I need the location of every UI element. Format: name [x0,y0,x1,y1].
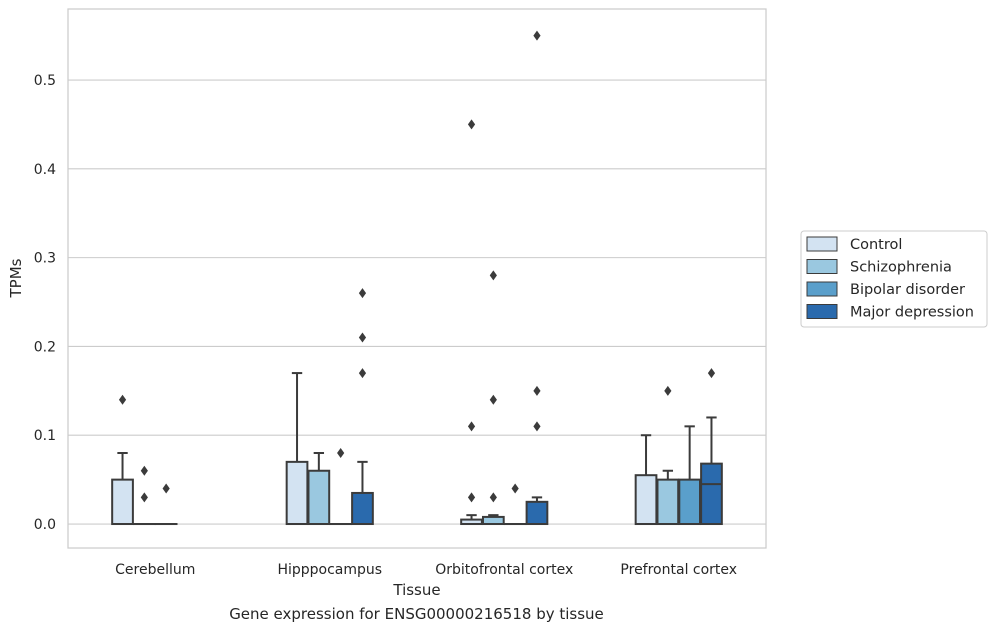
legend-label: Schizophrenia [850,260,952,276]
outlier-point [467,119,476,130]
outlier-point [162,483,170,494]
legend-frame [800,230,988,328]
outlier-point [358,288,367,299]
box [678,478,702,526]
y-tick-label: 0.3 [34,251,56,267]
x-axis-title: Tissue [392,581,440,599]
outlier-point [489,394,497,405]
box [111,478,134,526]
x-tick-labels: Cerebellum Hipppocampus Orbitofrontal cort… [115,562,737,578]
outlier-point [140,465,148,476]
grid-lines [68,79,766,525]
legend-label: Major depression [850,305,974,321]
series-bipolar-disorder [154,425,702,526]
outlier-point [358,332,367,343]
outlier-point [467,492,476,503]
box [307,469,331,526]
legend: Control Schizophrenia Bipolar disorder Majo… [800,230,988,328]
outlier-point [467,421,476,432]
box [481,515,505,526]
x-tick-label: Cerebellum [115,562,195,578]
x-tick-label: Hipppocampus [277,562,382,578]
outlier-point [337,447,345,458]
plot-frame [67,8,767,549]
legend-swatch [806,281,838,297]
legend-swatch [806,304,838,319]
outlier-point [140,492,148,503]
outlier-point [533,421,541,432]
x-tick-label: Orbitofrontal cortex [435,562,573,578]
series-major-depression [351,30,723,526]
series-control [111,119,658,526]
outlier-point [358,368,367,379]
legend-label: Bipolar disorder [850,282,965,298]
y-axis-title: TPMs [7,258,25,298]
box [700,462,723,526]
outlier-point [489,492,497,503]
outlier-point [511,483,519,494]
y-tick-label: 0.1 [34,428,56,444]
x-tick-label: Prefrontal cortex [620,562,737,578]
box [285,460,309,526]
series-schizophrenia [132,270,680,526]
legend-swatch [806,259,838,274]
y-tick-label: 0.2 [34,339,56,355]
y-tick-label: 0.0 [34,517,56,533]
outlier-point [118,394,127,405]
y-tick-label: 0.5 [34,73,56,89]
y-tick-label: 0.4 [34,162,56,178]
y-tick-labels: 0.0 0.1 0.2 0.3 0.4 0.5 [34,73,56,533]
legend-label: Control [850,237,902,253]
outlier-point [489,270,497,281]
outlier-point [664,385,672,396]
box-series [111,30,723,526]
figure-caption: Gene expression for ENSG00000216518 by t… [229,605,604,623]
box [656,478,680,526]
legend-swatch [806,236,838,252]
box [351,491,374,526]
outlier-point [533,30,541,41]
outlier-point [533,385,541,396]
box [634,474,658,526]
outlier-point [707,368,716,379]
box [525,500,549,526]
